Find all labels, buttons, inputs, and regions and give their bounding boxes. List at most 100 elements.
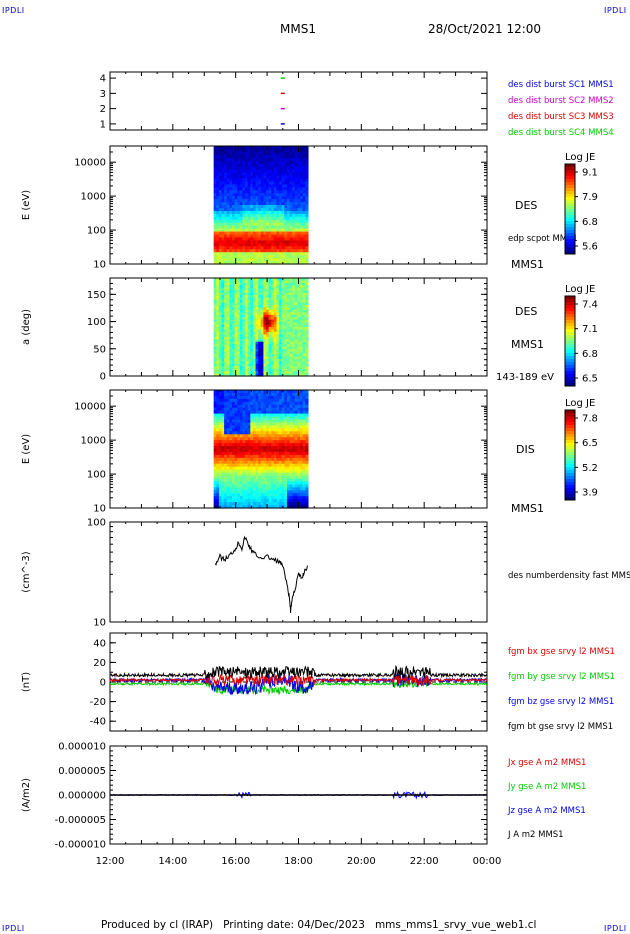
heatmap-cell (300, 300, 304, 304)
heatmap-cell (242, 413, 246, 418)
heatmap-cell (276, 205, 280, 209)
heatmap-cell (234, 366, 238, 370)
heatmap-cell (305, 280, 309, 284)
heatmap-cell (276, 210, 280, 215)
heatmap-cell (281, 457, 285, 462)
heatmap-cell (284, 496, 288, 500)
heatmap-cell (289, 216, 293, 221)
heatmap-cell (281, 295, 285, 299)
heatmap-cell (302, 169, 306, 174)
heatmap-cell (232, 351, 236, 355)
heatmap-cell (218, 300, 223, 304)
heatmap-cell (276, 349, 280, 353)
heatmap-cell (216, 398, 220, 403)
heatmap-cell (250, 287, 254, 291)
heatmap-cell (239, 228, 244, 233)
heatmap-cell (300, 309, 304, 313)
heatmap-cell (250, 146, 254, 150)
heatmap-cell (237, 419, 241, 424)
heatmap-cell (297, 460, 301, 465)
heatmap-cell (294, 237, 299, 241)
heatmap-cell (260, 472, 265, 477)
heatmap-cell (305, 451, 309, 456)
heatmap-cell (263, 490, 267, 494)
heatmap-cell (260, 407, 265, 412)
heatmap-cell (292, 496, 296, 500)
heatmap-cell (224, 151, 228, 156)
heatmap-cell (239, 300, 244, 304)
heatmap-cell (239, 312, 244, 316)
heatmap-cell (232, 493, 236, 497)
heatmap-cell (245, 457, 249, 462)
heatmap-cell (224, 395, 228, 400)
heatmap-cell (302, 475, 306, 480)
heatmap-cell (284, 258, 288, 262)
heatmap-cell (226, 278, 230, 282)
heatmap-cell (232, 466, 236, 471)
heatmap-cell (305, 228, 309, 233)
heatmap-cell (279, 151, 283, 156)
heatmap-cell (237, 304, 241, 308)
heatmap-cell (232, 295, 236, 299)
heatmap-cell (268, 401, 272, 406)
heatmap-cell (266, 487, 270, 491)
heatmap-cell (302, 344, 306, 348)
heatmap-cell (239, 205, 244, 209)
heatmap-cell (216, 422, 220, 426)
heatmap-cell (292, 285, 296, 289)
heatmap-cell (216, 481, 220, 485)
heatmap-cell (252, 231, 257, 236)
heatmap-cell (234, 425, 238, 429)
heatmap-cell (218, 410, 223, 415)
heatmap-cell (273, 425, 278, 429)
heatmap-cell (271, 392, 275, 397)
heatmap-cell (292, 422, 296, 426)
heatmap-cell (245, 366, 249, 370)
heatmap-cell (284, 166, 288, 171)
heatmap-cell (286, 460, 291, 465)
heatmap-cell (252, 466, 257, 471)
heatmap-cell (255, 297, 259, 301)
heatmap-cell (286, 419, 291, 424)
heatmap-cell (268, 297, 272, 301)
heatmap-cell (258, 322, 262, 326)
heatmap-cell (224, 341, 228, 345)
heatmap-cell (260, 234, 265, 239)
heatmap-cell (245, 314, 249, 318)
heatmap-cell (297, 449, 301, 453)
heatmap-cell (237, 481, 241, 485)
heatmap-cell (239, 422, 244, 426)
heatmap-cell (281, 184, 285, 188)
heatmap-cell (297, 327, 301, 331)
heatmap-cell (226, 166, 230, 171)
heatmap-cell (292, 287, 296, 291)
heatmap-cell (245, 166, 249, 171)
heatmap-cell (305, 425, 309, 429)
heatmap-cell (289, 493, 293, 497)
heatmap-cell (224, 327, 228, 331)
heatmap-cell (229, 295, 233, 299)
heatmap-cell (242, 502, 246, 506)
heatmap-cell (284, 353, 288, 357)
heatmap-cell (245, 231, 249, 236)
heatmap-cell (255, 175, 259, 180)
heatmap-cell (263, 219, 267, 224)
heatmap-cell (263, 478, 267, 483)
heatmap-cell (237, 184, 241, 188)
heatmap-cell (276, 481, 280, 485)
heatmap-cell (294, 329, 299, 333)
heatmap-cell (234, 160, 238, 165)
heatmap-cell (216, 413, 220, 418)
heatmap-cell (229, 157, 233, 162)
heatmap-cell (247, 493, 251, 497)
heatmap-cell (271, 339, 275, 343)
heatmap-cell (229, 502, 233, 506)
heatmap-cell (237, 148, 241, 153)
heatmap-cell (268, 353, 272, 357)
heatmap-cell (226, 181, 230, 185)
heatmap-cell (284, 290, 288, 294)
heatmap-cell (218, 237, 223, 241)
heatmap-cell (224, 314, 228, 318)
heatmap-cell (213, 457, 217, 462)
heatmap-cell (242, 287, 246, 291)
